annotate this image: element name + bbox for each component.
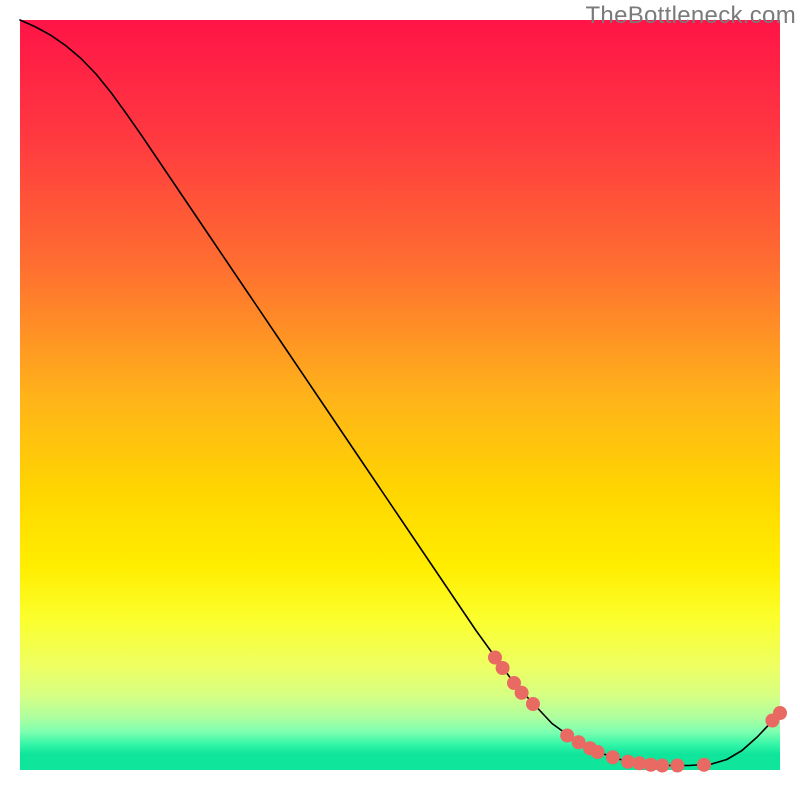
bottleneck-chart (0, 0, 800, 800)
data-marker (496, 661, 510, 675)
data-marker (655, 759, 669, 773)
data-marker (606, 750, 620, 764)
data-marker (670, 759, 684, 773)
gradient-background (20, 20, 780, 770)
chart-canvas: TheBottleneck.com (0, 0, 800, 800)
data-marker (591, 745, 605, 759)
data-marker (697, 758, 711, 772)
data-marker (515, 686, 529, 700)
data-marker (773, 706, 787, 720)
watermark-label: TheBottleneck.com (585, 0, 800, 30)
data-marker (526, 697, 540, 711)
